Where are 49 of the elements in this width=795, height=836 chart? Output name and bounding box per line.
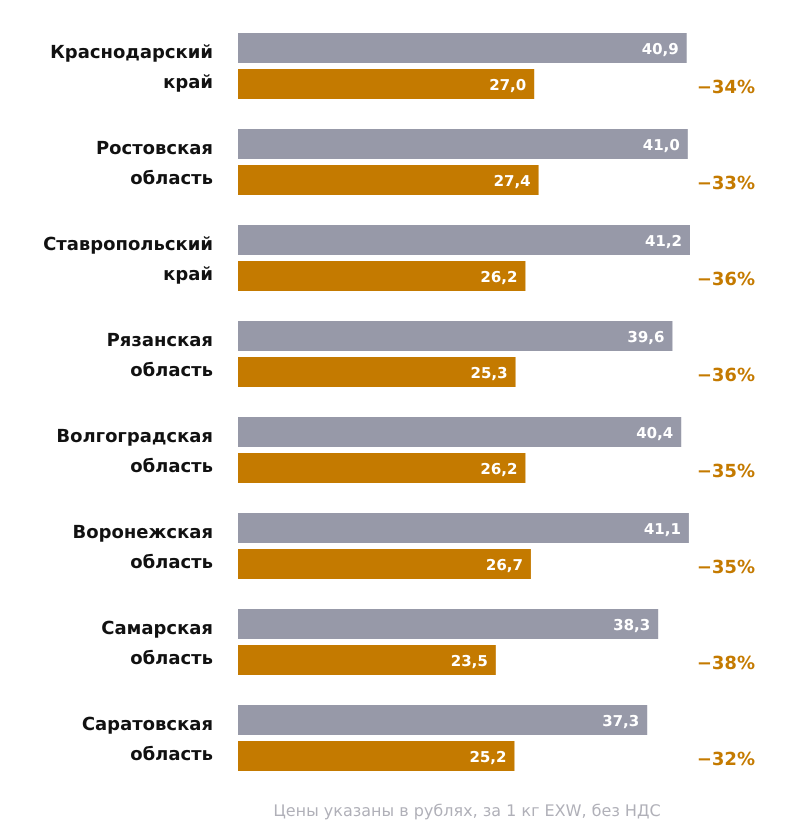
y-tick-label: Волгоградская область: [56, 426, 213, 477]
data-label: 40,4: [636, 424, 674, 442]
bar: [238, 609, 658, 639]
y-tick-label: Ставропольский край: [43, 234, 213, 285]
data-label: 25,2: [469, 748, 506, 766]
bar: [238, 513, 689, 543]
bar: [238, 417, 682, 447]
data-label: 41,1: [644, 520, 681, 538]
bar: [238, 645, 496, 675]
data-label: 27,0: [489, 76, 526, 94]
text: −36%: [696, 269, 755, 290]
bar: [238, 357, 516, 387]
bar: [238, 321, 672, 351]
data-label: 38,3: [613, 616, 650, 634]
data-label: 25,3: [470, 364, 508, 382]
y-tick-label: Саратовская область: [82, 714, 213, 765]
bar: [238, 69, 534, 99]
bar: [238, 453, 526, 483]
y-tick-label: Воронежская область: [72, 522, 213, 573]
y-tick-label: Самарская область: [101, 618, 213, 669]
text: −38%: [696, 653, 755, 674]
bar: [238, 33, 687, 63]
data-label: 41,2: [644, 232, 682, 250]
data-label: 23,5: [450, 652, 488, 670]
bar: [238, 705, 648, 735]
data-label: 40,9: [642, 40, 679, 58]
bar: [238, 549, 531, 579]
bar: [238, 165, 539, 195]
bar: [238, 741, 514, 771]
text: −33%: [696, 173, 755, 194]
y-tick-label: Краснодарский край: [50, 42, 213, 93]
text: Цены указаны в рублях, за 1 кг EXW, без НДС: [273, 801, 661, 820]
data-label: 27,4: [494, 172, 531, 190]
bar: [238, 129, 688, 159]
text: −36%: [696, 365, 755, 386]
text: −35%: [696, 461, 755, 482]
y-tick-label: Рязанская область: [106, 330, 213, 381]
data-label: 41,0: [642, 136, 680, 154]
data-label: 37,3: [602, 712, 640, 730]
text: −32%: [696, 749, 755, 770]
data-label: 26,2: [480, 460, 518, 478]
y-tick-label: Ростовская область: [96, 138, 213, 189]
text: −35%: [696, 557, 755, 578]
bar: [238, 261, 526, 291]
bar: [238, 225, 690, 255]
data-label: 26,2: [480, 268, 518, 286]
text: −34%: [696, 77, 755, 98]
data-label: 39,6: [627, 328, 664, 346]
data-label: 26,7: [486, 556, 523, 574]
